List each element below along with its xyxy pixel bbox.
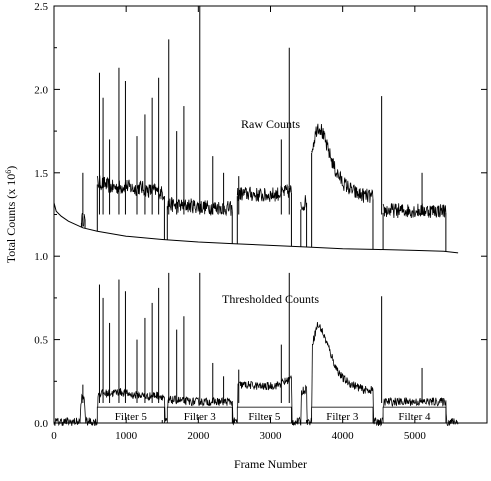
plot-layer <box>53 6 459 427</box>
y-tick-label: 2.0 <box>34 84 48 96</box>
series-raw-counts-line <box>311 123 374 203</box>
y-axis-label: Total Counts (x 106) <box>4 166 18 264</box>
filter-label: Filter 3 <box>184 411 217 423</box>
series-baseline-line <box>53 202 459 254</box>
y-axis-label-text: Total Counts (x 10 <box>4 174 18 264</box>
annotation-layer: Raw Counts Thresholded Counts <box>222 117 319 306</box>
series-thresholded-counts-line <box>53 322 459 427</box>
x-tick-label: 1000 <box>115 430 138 442</box>
annotation-thresholded-counts: Thresholded Counts <box>222 292 319 306</box>
y-tick-label: 1.0 <box>34 251 48 263</box>
x-tick-label: 0 <box>51 430 57 442</box>
filter-label: Filter 4 <box>398 411 431 423</box>
filter-label: Filter 5 <box>248 411 281 423</box>
y-axis-label-close: ) <box>4 166 18 170</box>
y-tick-label: 2.5 <box>34 1 48 13</box>
axis-layer: Frame Number Total Counts (x 106) 0 1000 2… <box>4 1 488 471</box>
annotation-raw-counts: Raw Counts <box>241 117 300 131</box>
x-tick-label: 2000 <box>187 430 210 442</box>
series-raw-counts-line <box>236 184 292 202</box>
x-axis-label: Frame Number <box>234 457 307 471</box>
series-raw-counts-line <box>382 202 447 219</box>
filter-label: Filter 3 <box>326 411 359 423</box>
series-raw-counts-line <box>96 175 165 201</box>
x-tick-label: 5000 <box>404 430 427 442</box>
series-raw-counts-line <box>300 195 307 211</box>
y-tick-label: 0.5 <box>34 335 48 347</box>
filter-label-layer: Filter 5 Filter 3 Filter 5 Filter 3 Filt… <box>96 406 447 424</box>
series-raw-counts-line <box>81 212 86 227</box>
filter-label: Filter 5 <box>115 411 148 423</box>
x-tick-label: 4000 <box>332 430 355 442</box>
y-tick-label: 1.5 <box>34 168 48 180</box>
y-tick-label: 0.0 <box>34 418 48 430</box>
x-tick-label: 3000 <box>260 430 283 442</box>
y-axis-label-exponent: 6 <box>4 170 13 174</box>
